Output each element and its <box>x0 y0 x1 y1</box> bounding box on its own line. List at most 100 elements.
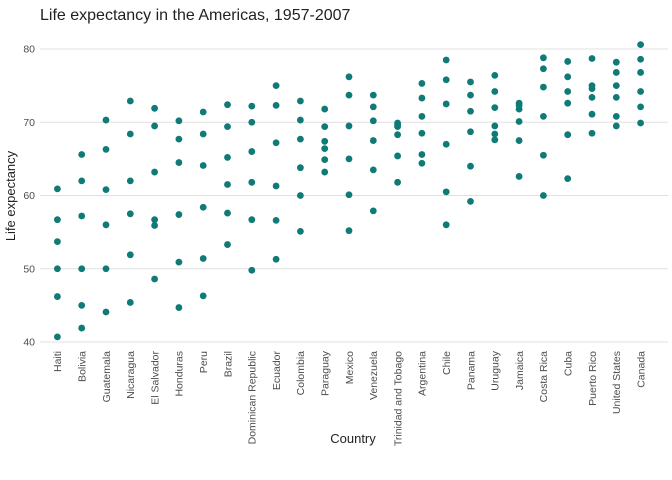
x-tick-label: Ecuador <box>271 350 283 390</box>
data-point <box>442 188 450 196</box>
data-point <box>102 186 110 194</box>
data-point <box>248 148 256 155</box>
data-point <box>612 122 620 130</box>
data-point <box>637 69 644 76</box>
y-tick-label: 80 <box>23 44 35 56</box>
data-point <box>297 227 304 235</box>
data-point <box>199 162 207 169</box>
data-point <box>151 216 159 224</box>
data-point <box>321 105 329 113</box>
data-point <box>515 99 523 107</box>
data-point <box>491 88 499 95</box>
data-point <box>418 80 426 87</box>
data-point <box>369 207 377 215</box>
data-point <box>272 217 280 224</box>
data-point <box>369 103 377 111</box>
data-point <box>588 129 596 137</box>
data-point <box>54 333 61 341</box>
data-point <box>272 255 280 263</box>
y-tick-label: 70 <box>23 117 35 129</box>
data-point <box>175 304 183 311</box>
data-point <box>199 203 207 211</box>
data-point <box>442 56 450 64</box>
data-point <box>491 136 499 144</box>
x-tick-label: Canada <box>635 351 647 388</box>
data-point <box>78 212 86 220</box>
x-tick-label: Chile <box>441 351 453 375</box>
data-point <box>126 97 134 105</box>
data-point <box>248 178 256 186</box>
data-point <box>151 104 159 112</box>
x-tick-label: Honduras <box>174 351 186 397</box>
x-tick-label: Cuba <box>563 351 575 376</box>
data-point <box>442 76 450 84</box>
data-point <box>467 197 474 205</box>
data-point <box>418 94 426 102</box>
data-point <box>102 265 110 273</box>
data-point <box>515 173 523 180</box>
data-point <box>540 112 547 120</box>
data-point <box>442 140 450 148</box>
data-point <box>321 156 329 164</box>
data-point <box>224 123 231 131</box>
y-axis-ticks: 40 50 60 70 80 <box>23 44 35 349</box>
data-point <box>588 55 596 62</box>
data-point <box>248 118 256 126</box>
data-point <box>467 128 474 136</box>
data-point <box>126 177 134 185</box>
data-point <box>102 221 110 229</box>
data-point <box>491 122 499 130</box>
data-point <box>54 293 61 300</box>
data-point <box>321 168 329 176</box>
x-tick-label: Jamaica <box>514 351 526 390</box>
data-point <box>54 216 61 224</box>
data-point <box>54 265 61 273</box>
data-point <box>637 119 644 127</box>
data-point <box>564 88 572 95</box>
data-point <box>126 210 134 218</box>
data-point <box>491 130 499 138</box>
x-tick-label: Trinidad and Tobago <box>392 351 404 446</box>
x-tick-label: Costa Rica <box>538 351 550 403</box>
data-point <box>540 192 547 199</box>
data-point <box>564 175 572 183</box>
grid <box>40 48 668 343</box>
data-point <box>126 299 134 306</box>
data-point <box>102 308 110 316</box>
x-tick-label: Colombia <box>295 351 307 396</box>
data-point <box>564 99 572 107</box>
data-point <box>102 116 110 124</box>
data-point <box>151 275 159 283</box>
data-point <box>442 100 450 108</box>
chart-title: Life expectancy in the Americas, 1957-20… <box>40 7 351 24</box>
data-point <box>394 178 401 186</box>
data-point <box>248 216 256 224</box>
data-point <box>588 110 596 118</box>
data-point <box>588 93 596 101</box>
data-point <box>345 155 353 163</box>
x-tick-label: Nicaragua <box>125 351 137 399</box>
data-point <box>515 118 523 125</box>
data-point <box>540 65 547 73</box>
data-point <box>394 152 401 160</box>
data-point <box>297 135 304 143</box>
data-point <box>78 301 86 309</box>
data-point <box>321 123 329 131</box>
data-point <box>297 116 304 124</box>
x-tick-label: Paraguay <box>320 350 332 396</box>
data-point <box>637 55 644 63</box>
data-point <box>224 241 231 248</box>
data-point <box>540 83 547 91</box>
data-point <box>418 112 426 120</box>
data-point <box>321 145 329 153</box>
data-point <box>418 129 426 137</box>
x-tick-label: El Salvador <box>149 351 161 405</box>
data-point <box>224 181 231 188</box>
data-point <box>297 192 304 199</box>
data-point <box>78 324 86 332</box>
x-tick-label: Guatemala <box>101 351 113 403</box>
data-point <box>491 71 499 79</box>
data-point <box>78 265 86 273</box>
data-point <box>515 137 523 144</box>
data-point <box>175 159 183 166</box>
